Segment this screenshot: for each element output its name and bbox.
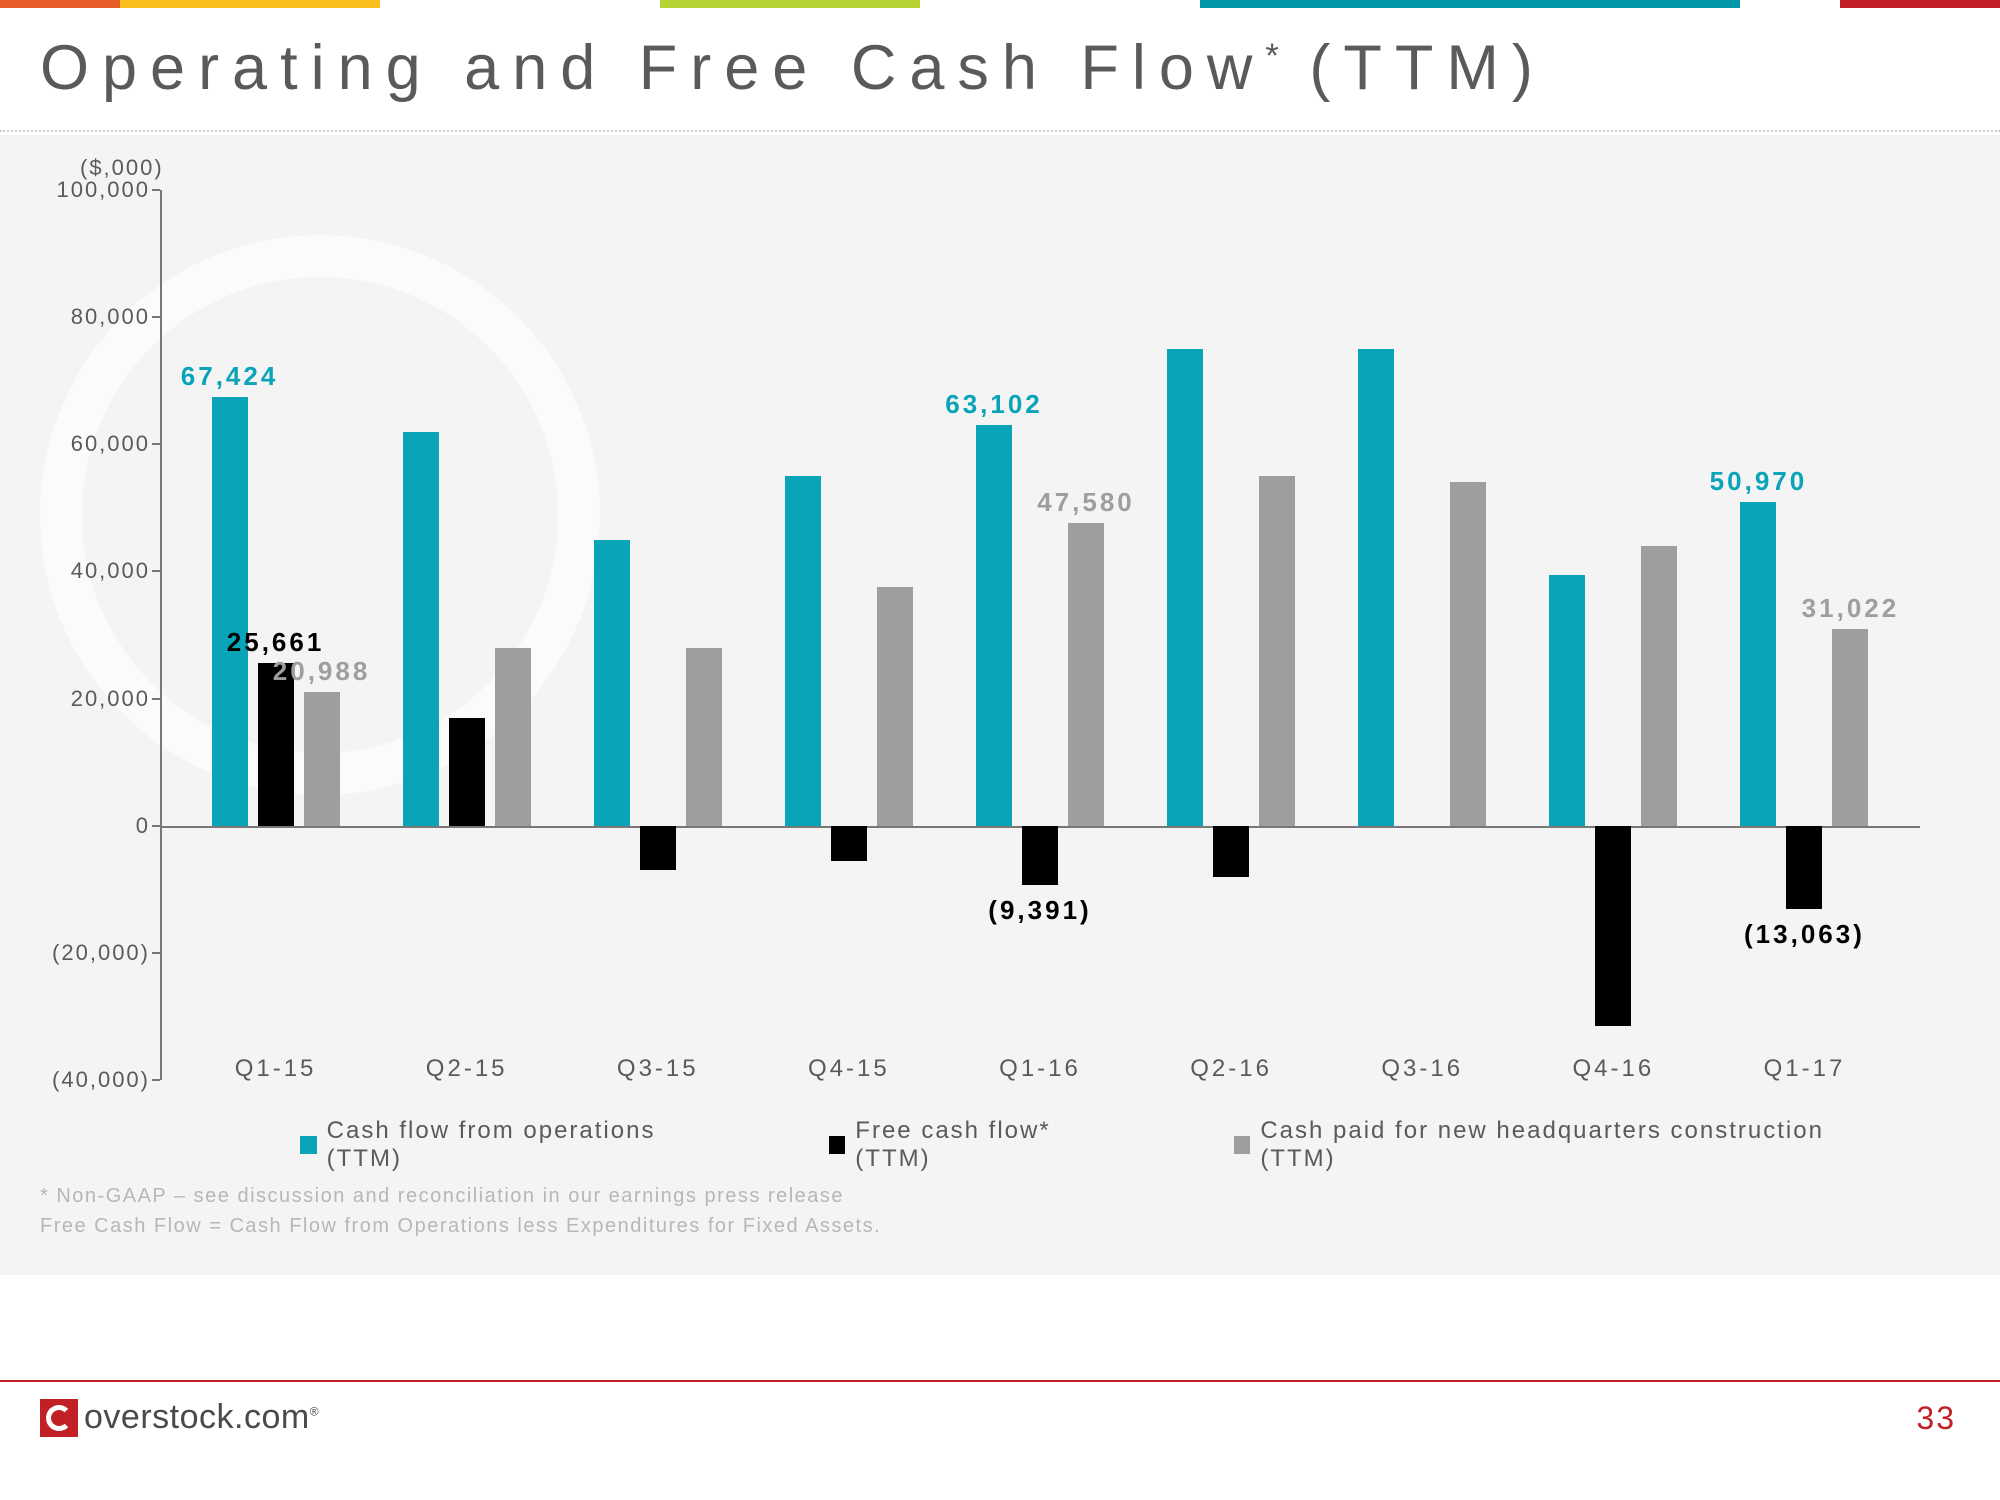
bar — [1786, 826, 1822, 909]
y-tick-label: 20,000 — [10, 686, 150, 712]
category-label: Q4-15 — [808, 1055, 890, 1083]
y-tick-label: 0 — [10, 813, 150, 839]
bar — [1213, 826, 1249, 877]
category-label: Q3-16 — [1381, 1055, 1463, 1083]
bar — [1450, 482, 1486, 825]
data-label: 47,580 — [1037, 487, 1135, 518]
bar — [1022, 826, 1058, 886]
bar — [1832, 629, 1868, 826]
footer-rule — [0, 1380, 2000, 1382]
title-divider — [0, 130, 2000, 132]
y-tick — [152, 570, 160, 572]
bar — [1740, 502, 1776, 826]
category-label: Q1-16 — [999, 1055, 1081, 1083]
legend-label: Free cash flow* (TTM) — [855, 1117, 1113, 1173]
bar — [1068, 523, 1104, 825]
legend-swatch — [300, 1136, 317, 1154]
bar — [212, 397, 248, 826]
category-label: Q3-15 — [617, 1055, 699, 1083]
y-axis-line — [160, 190, 162, 1080]
chart-panel: ($,000) (40,000)(20,000)020,00040,00060,… — [0, 135, 2000, 1275]
data-label: (13,063) — [1744, 919, 1865, 950]
bar — [449, 718, 485, 826]
y-tick — [152, 316, 160, 318]
bar — [1259, 476, 1295, 826]
logo-text-label: overstock.com — [84, 1398, 310, 1436]
bar — [1595, 826, 1631, 1026]
bar — [686, 648, 722, 826]
bar — [495, 648, 531, 826]
y-tick-label: (40,000) — [10, 1067, 150, 1093]
legend-item: Cash paid for new headquarters construct… — [1234, 1117, 1860, 1173]
y-tick-label: 40,000 — [10, 558, 150, 584]
legend-item: Free cash flow* (TTM) — [829, 1117, 1114, 1173]
y-tick — [152, 825, 160, 827]
data-label: 63,102 — [945, 389, 1043, 420]
bar — [1167, 349, 1203, 826]
y-tick-label: (20,000) — [10, 940, 150, 966]
y-tick — [152, 443, 160, 445]
y-tick — [152, 952, 160, 954]
accent-segment — [920, 0, 1200, 8]
bar — [831, 826, 867, 861]
bar — [1358, 349, 1394, 826]
bar — [976, 425, 1012, 826]
data-label: 31,022 — [1802, 593, 1900, 624]
header-accent-bar — [0, 0, 2000, 8]
y-tick — [152, 698, 160, 700]
logo-mark-icon — [40, 1399, 78, 1437]
footnote-nongaap: * Non-GAAP – see discussion and reconcil… — [40, 1185, 844, 1208]
accent-segment — [380, 0, 660, 8]
accent-segment — [1840, 0, 2000, 8]
accent-segment — [120, 0, 380, 8]
footnote-definition: Free Cash Flow = Cash Flow from Operatio… — [40, 1215, 881, 1238]
bar — [403, 432, 439, 826]
data-label: 20,988 — [273, 656, 371, 687]
slide-title-suffix: (TTM) — [1279, 33, 1546, 103]
bar — [640, 826, 676, 871]
data-label: (9,391) — [988, 895, 1091, 926]
legend-label: Cash paid for new headquarters construct… — [1260, 1117, 1860, 1173]
slide-title: Operating and Free Cash Flow* (TTM) — [40, 32, 1546, 104]
data-label: 67,424 — [181, 361, 279, 392]
legend-swatch — [829, 1136, 846, 1154]
page-number: 33 — [1916, 1400, 1956, 1437]
bar — [877, 587, 913, 825]
slide-title-main: Operating and Free Cash Flow — [40, 33, 1265, 103]
registered-icon: ® — [310, 1405, 319, 1419]
accent-segment — [1200, 0, 1740, 8]
y-tick-label: 60,000 — [10, 431, 150, 457]
bar — [304, 692, 340, 825]
y-tick-label: 80,000 — [10, 304, 150, 330]
legend-label: Cash flow from operations (TTM) — [327, 1117, 709, 1173]
category-label: Q1-15 — [235, 1055, 317, 1083]
bar — [1641, 546, 1677, 826]
y-tick — [152, 1079, 160, 1081]
brand-logo: overstock.com® — [40, 1398, 319, 1437]
data-label: 50,970 — [1710, 466, 1808, 497]
data-label: 25,661 — [227, 627, 325, 658]
y-tick-label: 100,000 — [10, 177, 150, 203]
legend: Cash flow from operations (TTM)Free cash… — [300, 1125, 1860, 1165]
legend-item: Cash flow from operations (TTM) — [300, 1117, 709, 1173]
accent-segment — [0, 0, 120, 8]
accent-segment — [1740, 0, 1840, 8]
asterisk-icon: * — [1265, 37, 1278, 75]
category-label: Q4-16 — [1572, 1055, 1654, 1083]
bar — [1549, 575, 1585, 826]
logo-text: overstock.com® — [84, 1398, 319, 1437]
accent-segment — [660, 0, 920, 8]
bar — [785, 476, 821, 826]
legend-swatch — [1234, 1136, 1251, 1154]
bar — [594, 540, 630, 826]
plot-area: (40,000)(20,000)020,00040,00060,00080,00… — [160, 190, 1920, 1080]
category-label: Q1-17 — [1764, 1055, 1846, 1083]
y-tick — [152, 189, 160, 191]
category-label: Q2-15 — [426, 1055, 508, 1083]
category-label: Q2-16 — [1190, 1055, 1272, 1083]
